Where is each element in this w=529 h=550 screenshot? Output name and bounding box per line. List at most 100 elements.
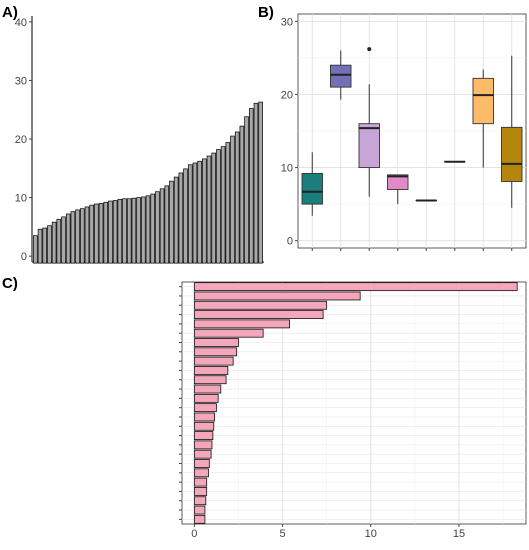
bar xyxy=(206,155,212,264)
bar xyxy=(164,185,170,264)
bar xyxy=(131,197,137,264)
bar xyxy=(117,198,123,264)
bar xyxy=(183,168,188,264)
bar xyxy=(193,440,213,450)
box xyxy=(330,64,352,88)
x-tick-label: 0 xyxy=(191,528,197,540)
x-tick-label: 15 xyxy=(453,528,465,540)
bar xyxy=(230,135,235,264)
bar xyxy=(193,393,219,403)
bar xyxy=(211,152,216,264)
bar xyxy=(193,477,208,487)
bar xyxy=(197,160,202,264)
bar xyxy=(193,366,229,375)
bar xyxy=(70,211,76,264)
bar xyxy=(193,328,264,338)
bar xyxy=(193,449,212,459)
bar xyxy=(122,198,127,264)
bar xyxy=(42,227,48,264)
box xyxy=(301,172,323,205)
bar xyxy=(145,195,151,264)
bar xyxy=(89,204,94,264)
bar xyxy=(193,319,291,329)
y-tick-label: 30 xyxy=(281,16,293,28)
bar xyxy=(193,291,361,301)
bar xyxy=(193,375,227,385)
bar xyxy=(193,468,209,478)
bar xyxy=(126,198,132,264)
bar xyxy=(178,172,184,264)
bar xyxy=(193,384,222,394)
box xyxy=(387,174,409,190)
bar xyxy=(37,228,43,264)
y-tick-label: 10 xyxy=(281,163,293,175)
bar xyxy=(187,164,193,264)
bar xyxy=(193,356,234,366)
panel-c-chart: 0 5 10 15 xyxy=(179,281,527,540)
bar xyxy=(193,487,208,496)
bar xyxy=(47,225,52,264)
bar xyxy=(80,208,85,264)
bar xyxy=(112,200,118,264)
box xyxy=(501,126,523,182)
bar xyxy=(193,338,239,347)
y-tick-label: 40 xyxy=(15,17,27,29)
bar xyxy=(103,201,109,264)
box xyxy=(472,77,494,125)
y-tick-label: 10 xyxy=(15,193,27,205)
x-tick-label: 10 xyxy=(365,528,377,540)
bar xyxy=(193,431,214,440)
bar xyxy=(193,347,238,357)
bar xyxy=(216,149,221,264)
bar xyxy=(169,180,174,264)
bar xyxy=(193,403,217,413)
bar xyxy=(202,158,207,264)
bar xyxy=(248,108,254,264)
bar xyxy=(225,142,231,264)
bar xyxy=(61,216,66,264)
bar xyxy=(51,221,57,264)
panel-b-chart: 0 10 20 30 xyxy=(281,13,527,251)
bar xyxy=(258,101,263,264)
bar xyxy=(98,203,104,264)
box xyxy=(358,123,380,169)
bar xyxy=(239,125,245,264)
bar xyxy=(193,496,207,506)
panel-c-label: C) xyxy=(2,275,18,292)
bar xyxy=(108,200,113,264)
bar xyxy=(193,421,215,431)
bar xyxy=(155,191,160,264)
bar xyxy=(220,146,226,264)
bar xyxy=(193,412,216,422)
panel-b-label: B) xyxy=(258,4,274,21)
bar xyxy=(234,131,240,264)
bar xyxy=(253,102,259,264)
x-tick-label: 5 xyxy=(279,528,285,540)
bar xyxy=(75,209,80,264)
y-tick-label: 0 xyxy=(287,236,293,248)
bar xyxy=(84,206,90,264)
bar xyxy=(193,459,210,468)
bar xyxy=(141,196,146,264)
bar xyxy=(244,116,249,264)
bar xyxy=(192,162,198,264)
bar xyxy=(173,176,179,264)
bar xyxy=(65,213,71,264)
y-tick-label: 20 xyxy=(15,134,27,146)
y-tick-label: 30 xyxy=(15,75,27,87)
bar xyxy=(56,218,62,264)
panel-a-chart: 0 10 20 30 40 xyxy=(15,16,264,264)
bar xyxy=(193,282,518,292)
bar xyxy=(94,203,99,264)
bar xyxy=(159,188,165,264)
bar xyxy=(150,193,155,264)
y-tick-label: 0 xyxy=(21,251,27,263)
bar xyxy=(33,235,38,264)
outlier-point xyxy=(367,47,372,52)
bar xyxy=(193,300,328,310)
y-tick-label: 20 xyxy=(281,89,293,101)
bar xyxy=(193,514,206,524)
panel-a-label: A) xyxy=(2,4,18,21)
bar xyxy=(136,197,141,264)
